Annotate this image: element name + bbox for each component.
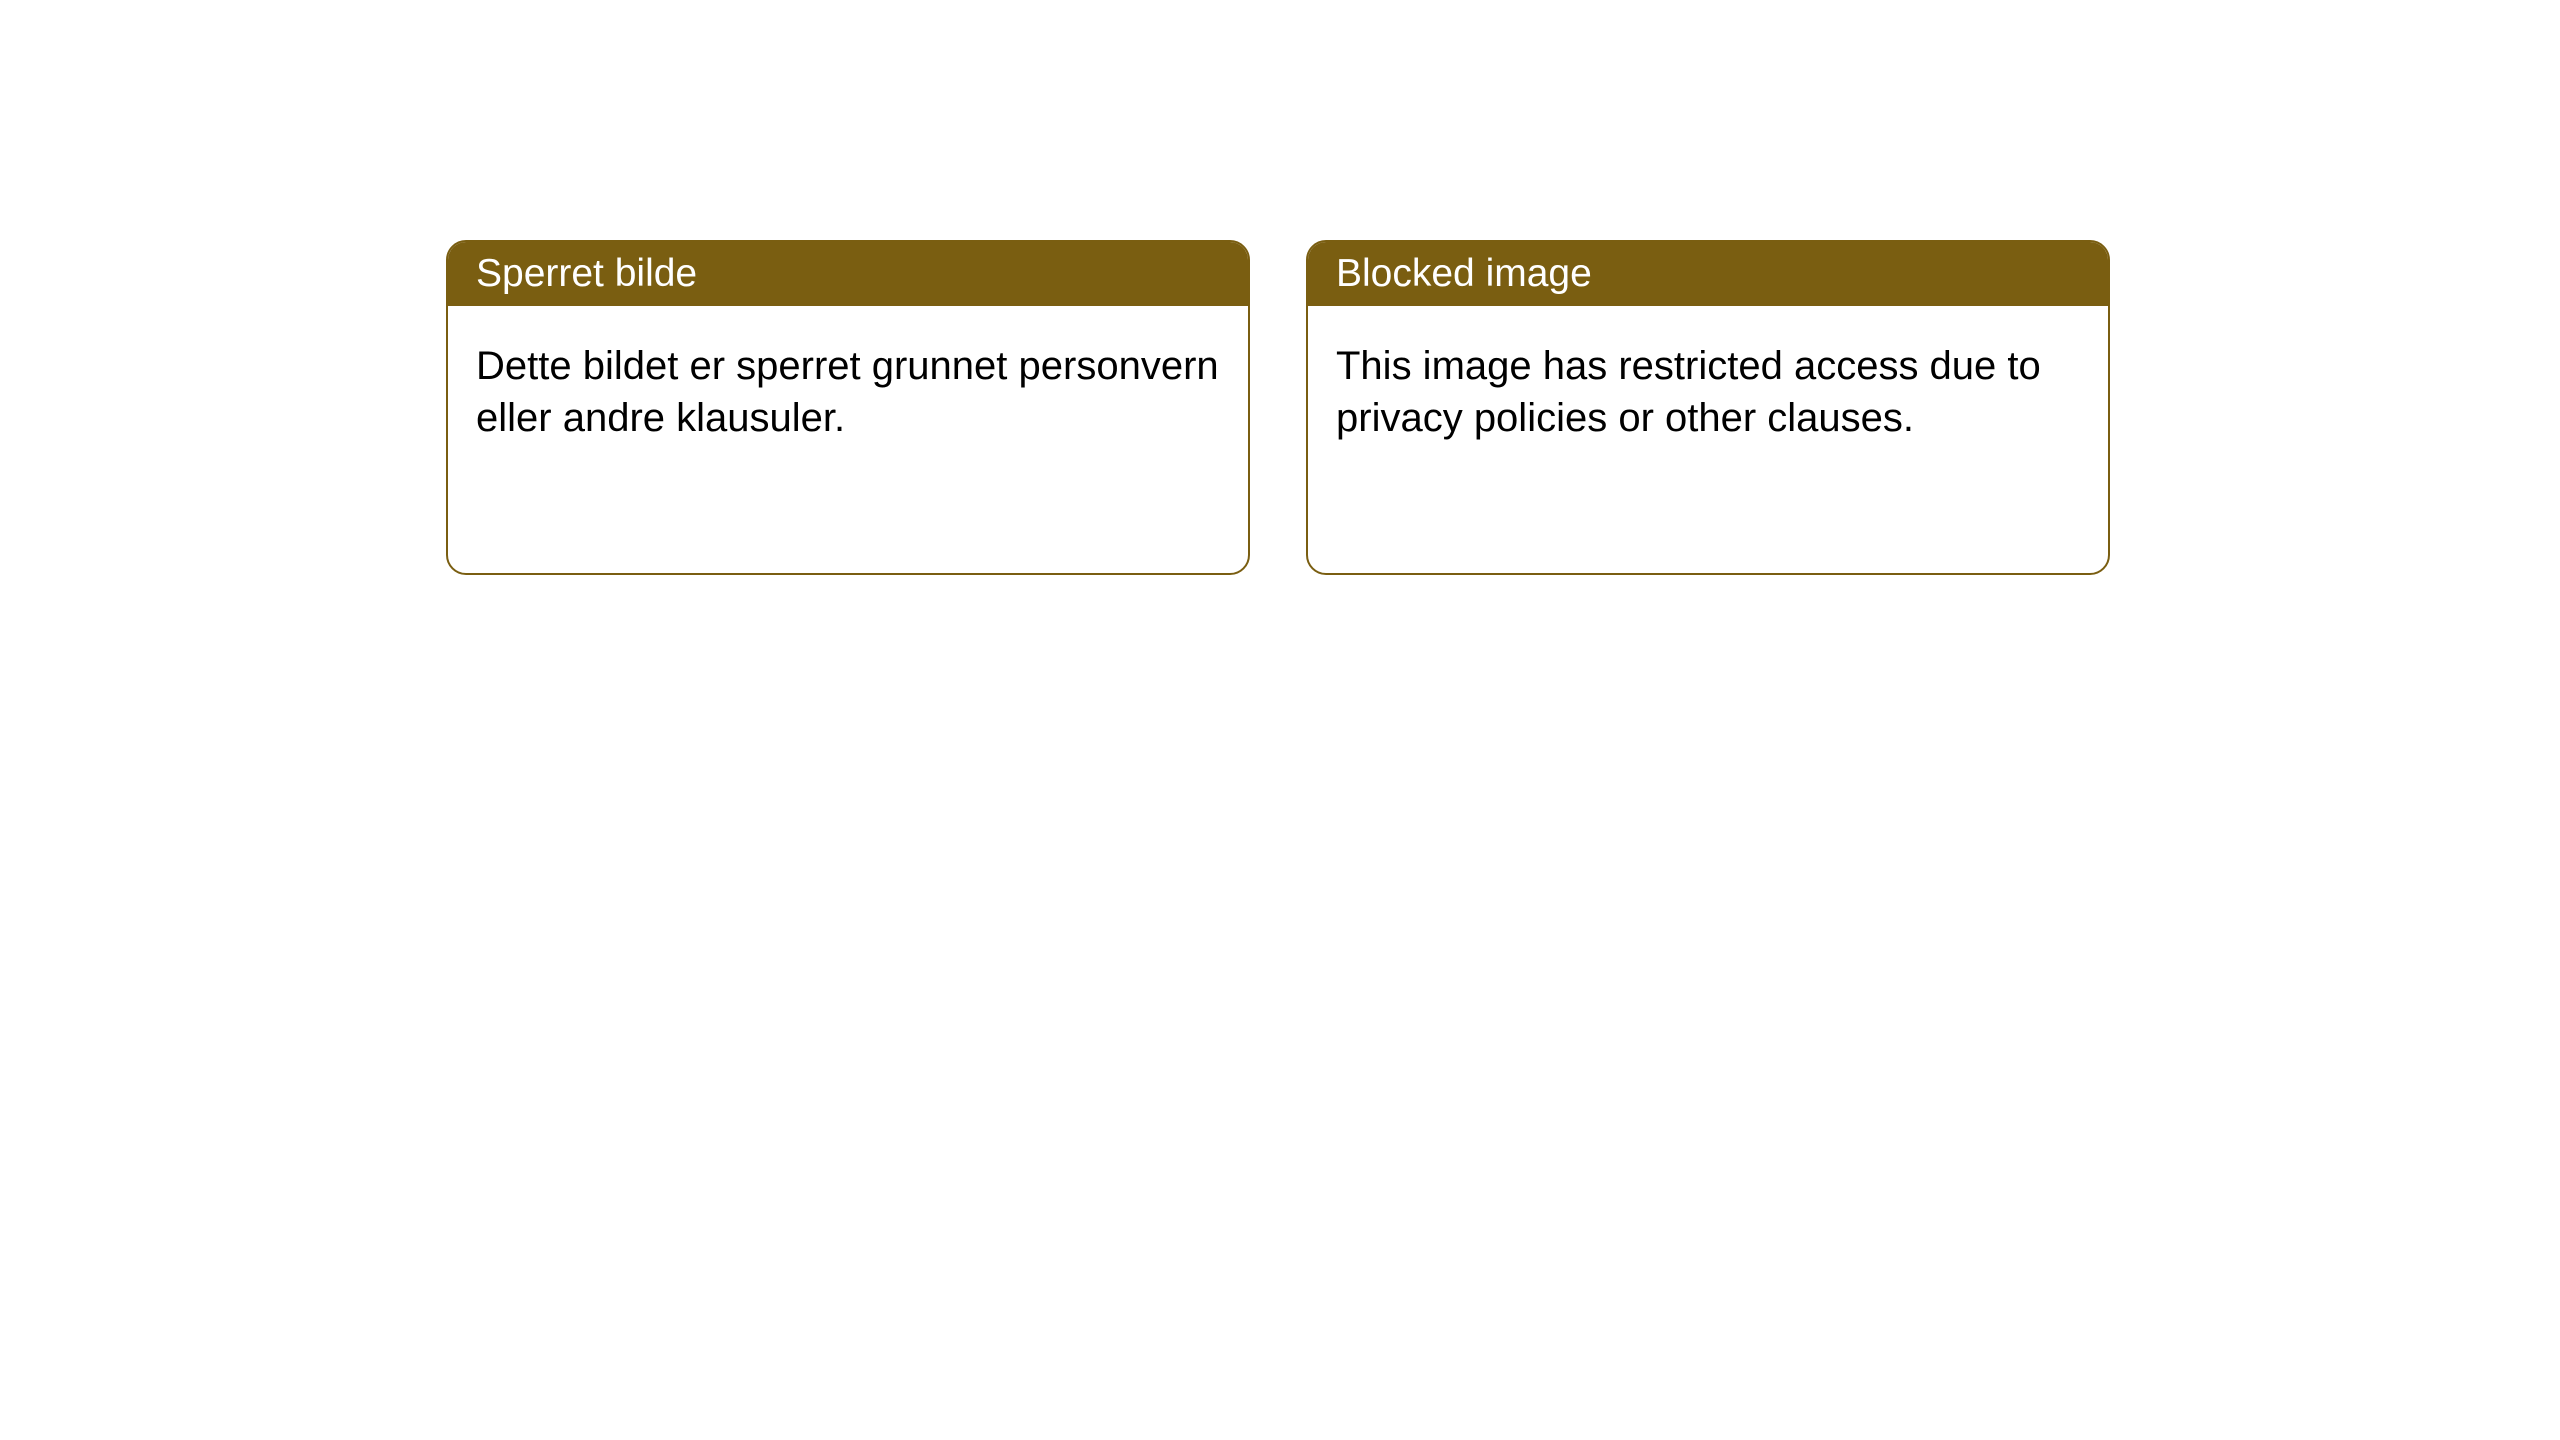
card-body-text: This image has restricted access due to … xyxy=(1336,344,2041,440)
card-body-text: Dette bildet er sperret grunnet personve… xyxy=(476,344,1219,440)
notice-cards-container: Sperret bilde Dette bildet er sperret gr… xyxy=(446,240,2110,575)
card-body: This image has restricted access due to … xyxy=(1308,306,2108,478)
card-header: Blocked image xyxy=(1308,242,2108,306)
notice-card-norwegian: Sperret bilde Dette bildet er sperret gr… xyxy=(446,240,1250,575)
notice-card-english: Blocked image This image has restricted … xyxy=(1306,240,2110,575)
card-title: Sperret bilde xyxy=(476,252,697,295)
card-title: Blocked image xyxy=(1336,252,1592,295)
card-header: Sperret bilde xyxy=(448,242,1248,306)
card-body: Dette bildet er sperret grunnet personve… xyxy=(448,306,1248,478)
